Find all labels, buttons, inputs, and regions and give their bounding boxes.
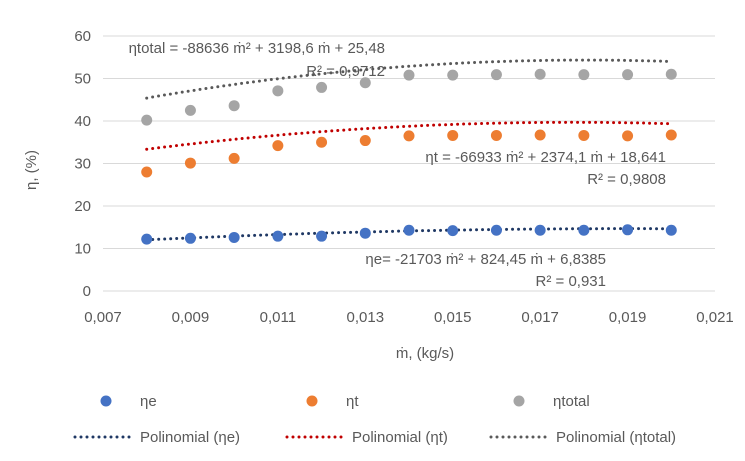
point-series-1 [403, 224, 415, 236]
point-series-1 [184, 232, 196, 244]
x-tick-label: 0,015 [434, 309, 472, 326]
point-series-2 [141, 166, 153, 178]
y-tick-label: 0 [83, 283, 91, 300]
point-series-2 [272, 140, 284, 152]
point-series-3 [578, 69, 590, 81]
point-series-2 [447, 129, 459, 141]
y-tick-label: 30 [74, 156, 91, 173]
point-series-1 [534, 224, 546, 236]
x-tick-label: 0,009 [172, 309, 210, 326]
x-tick-label: 0,011 [260, 309, 296, 326]
point-series-2 [228, 152, 240, 164]
y-tick-label: 10 [74, 241, 91, 258]
y-tick-label: 60 [74, 28, 91, 45]
point-series-3 [359, 77, 371, 89]
point-series-1 [359, 227, 371, 239]
y-axis-title: η, (%) [23, 150, 40, 190]
x-tick-label: 0,007 [84, 309, 122, 326]
point-series-1 [141, 233, 153, 245]
point-series-2 [665, 129, 677, 141]
point-series-2 [403, 130, 415, 142]
point-series-1 [228, 231, 240, 243]
legend-trend-label-3: Polinomial (ηtotal) [556, 429, 676, 446]
y-tick-label: 40 [74, 113, 91, 130]
point-series-3 [447, 69, 459, 81]
legend-trend-label-1: Polinomial (ηe) [140, 429, 240, 446]
point-series-3 [534, 68, 546, 80]
y-tick-label: 50 [74, 71, 91, 88]
legend-label-2: ηt [346, 393, 359, 410]
point-series-2 [490, 129, 502, 141]
trendline-equation-1: ηe= -21703 ṁ² + 824,45 ṁ + 6,8385 [365, 251, 606, 268]
point-series-2 [316, 136, 328, 148]
point-series-2 [622, 130, 634, 142]
y-tick-label: 20 [74, 198, 91, 215]
point-series-3 [228, 100, 240, 112]
x-tick-label: 0,021 [696, 309, 734, 326]
point-series-3 [184, 104, 196, 116]
trendline-series-2 [145, 120, 673, 151]
point-series-3 [403, 69, 415, 81]
trendline-equation-3: ηtotal = -88636 ṁ² + 3198,6 ṁ + 25,48 [129, 40, 385, 57]
annotation-layer: ηe= -21703 ṁ² + 824,45 ṁ + 6,8385 R² = 0,… [129, 40, 666, 290]
point-series-3 [141, 114, 153, 126]
point-series-2 [578, 129, 590, 141]
legend: ηe ηt ηtotal Polinomial (ηe) Polinomial (ηt)… [73, 393, 676, 446]
trendline-r2-2: R² = 0,9808 [587, 171, 666, 188]
point-series-1 [578, 224, 590, 236]
legend-marker-2 [306, 395, 318, 407]
x-tick-label: 0,017 [521, 309, 559, 326]
point-series-3 [490, 69, 502, 81]
legend-marker-3 [513, 395, 525, 407]
point-series-2 [184, 157, 196, 169]
point-series-3 [622, 69, 634, 81]
trendline-equation-2: ηt = -66933 ṁ² + 2374,1 ṁ + 18,641 [425, 149, 666, 166]
legend-marker-1 [100, 395, 112, 407]
point-series-1 [622, 224, 634, 236]
point-series-2 [534, 129, 546, 141]
point-series-1 [447, 225, 459, 237]
legend-label-1: ηe [140, 393, 157, 410]
point-series-2 [359, 135, 371, 147]
trendline-r2-1: R² = 0,931 [536, 273, 606, 290]
point-series-3 [316, 81, 328, 93]
tick-label-layer: 0 10 20 30 40 50 60 0,007 0,009 0,011 0,013 0,015 0,… [74, 28, 733, 326]
point-series-1 [665, 224, 677, 236]
trendline-series-3 [145, 58, 673, 100]
legend-label-3: ηtotal [553, 393, 590, 410]
point-series-3 [272, 85, 284, 97]
point-layer [141, 68, 677, 245]
point-series-1 [490, 224, 502, 236]
point-series-1 [316, 230, 328, 242]
x-tick-label: 0,013 [347, 309, 385, 326]
x-tick-label: 0,019 [609, 309, 647, 326]
trendline-r2-3: R² = 0,9712 [306, 63, 385, 80]
point-series-1 [272, 230, 284, 242]
x-axis-title: ṁ, (kg/s) [396, 345, 454, 362]
point-series-3 [665, 68, 677, 80]
legend-trend-label-2: Polinomial (ηt) [352, 429, 448, 446]
